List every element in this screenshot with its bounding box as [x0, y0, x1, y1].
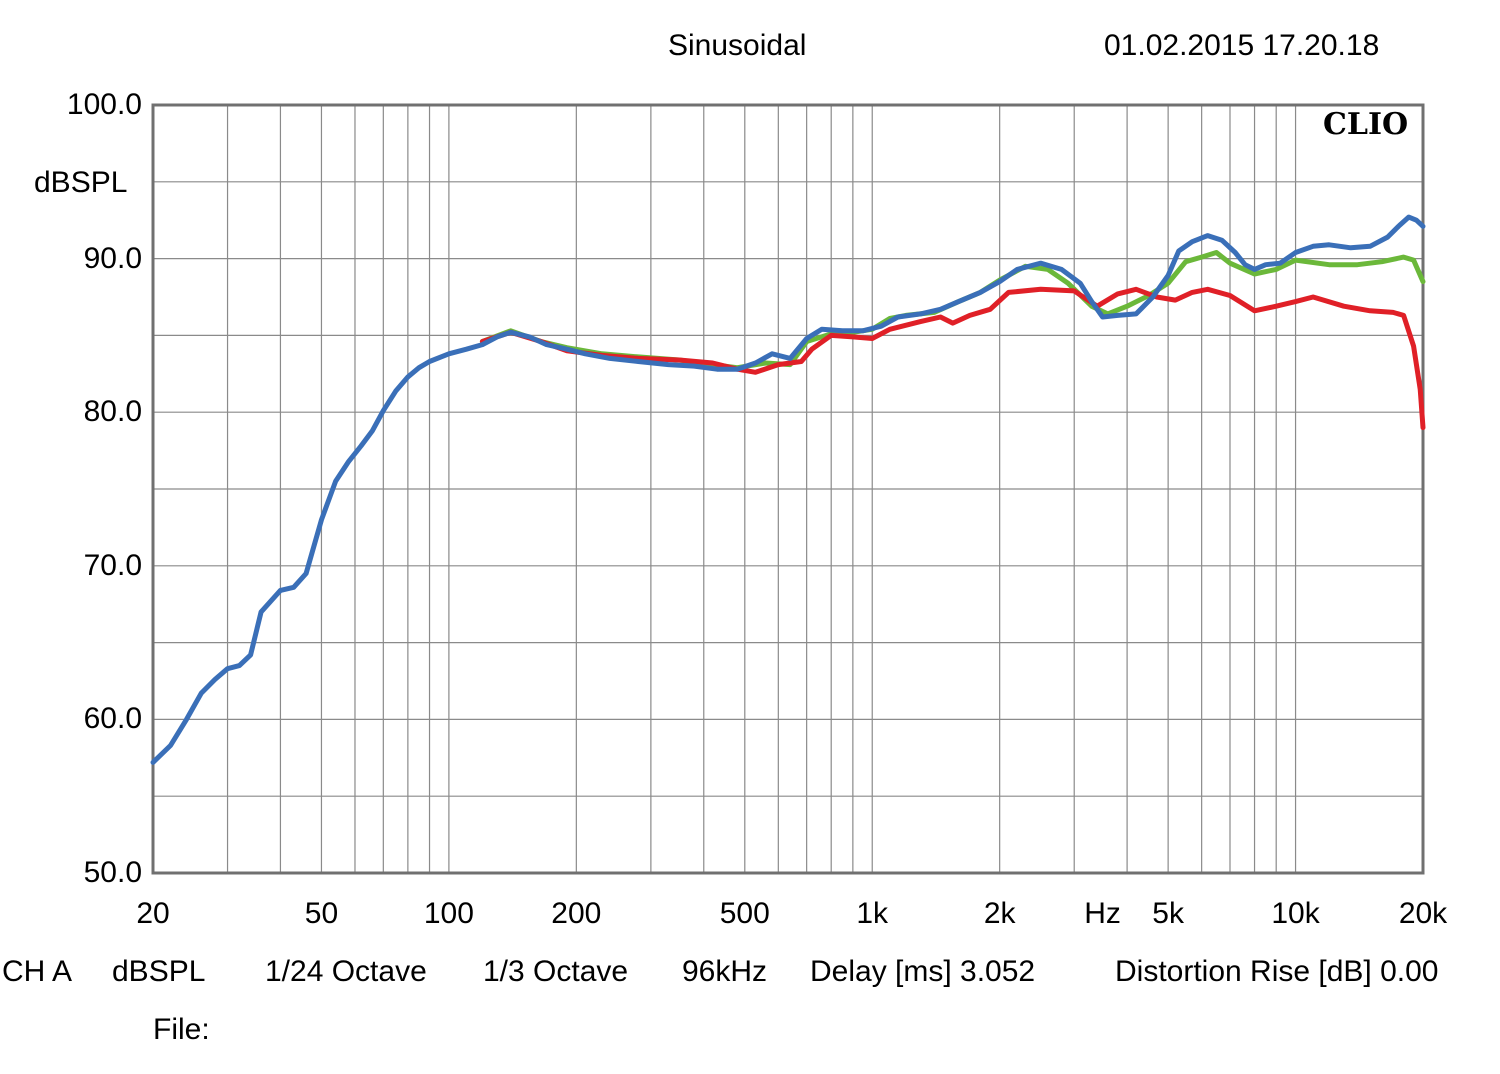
x-tick-label: 500: [719, 897, 770, 930]
brand-logo-text: CLIO: [1323, 107, 1409, 142]
footer-file-label: File:: [153, 1013, 210, 1046]
series-line-blue: [150, 214, 1426, 765]
x-tick-label: Hz: [1084, 897, 1121, 930]
y-axis-unit-label: dBSPL: [34, 166, 128, 199]
footer-smoothing: 1/3 Octave: [483, 955, 629, 988]
x-tick-label: 200: [551, 897, 602, 930]
series-line-green: [479, 250, 1426, 371]
x-tick-label: 20k: [1398, 897, 1448, 930]
footer-distortion-rise: Distortion Rise [dB] 0.00: [1115, 955, 1439, 988]
footer-delay: Delay [ms] 3.052: [810, 955, 1036, 988]
chart-series: [150, 214, 1426, 765]
footer-resolution: 1/24 Octave: [265, 955, 427, 988]
y-tick-label: 70.0: [83, 548, 142, 582]
x-tick-label: 50: [304, 897, 339, 930]
x-tick-label: 10k: [1271, 897, 1320, 930]
footer-unit: dBSPL: [112, 955, 206, 988]
series-line-red: [479, 286, 1426, 431]
y-tick-label: 100.0: [66, 88, 142, 121]
y-tick-label: 80.0: [83, 395, 142, 429]
timestamp: 01.02.2015 17.20.18: [1104, 29, 1380, 62]
x-tick-label: 5k: [1152, 897, 1184, 930]
chart-title: Sinusoidal: [668, 29, 807, 62]
chart-grid: [153, 105, 1423, 873]
y-tick-label: 50.0: [83, 856, 142, 889]
footer-channel: CH A: [2, 955, 73, 988]
x-tick-label: 20: [136, 897, 170, 930]
y-tick-label: 90.0: [83, 241, 142, 275]
y-tick-label: 60.0: [83, 702, 142, 736]
x-tick-label: 2k: [983, 897, 1016, 930]
x-tick-label: 1k: [856, 897, 889, 930]
footer-sample-rate: 96kHz: [682, 955, 768, 988]
x-tick-label: 100: [423, 897, 474, 930]
plot-area-frame: [151, 103, 1425, 875]
